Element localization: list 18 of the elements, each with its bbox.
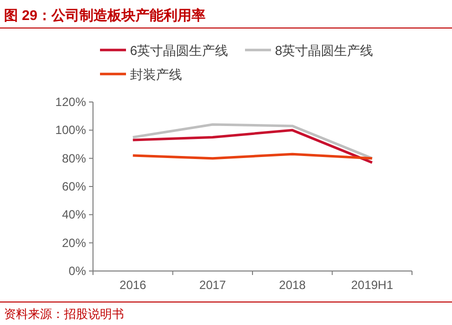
- y-tick-label: 0%: [68, 264, 86, 278]
- x-tick-label: 2018: [279, 278, 306, 292]
- y-tick-label: 40%: [62, 208, 86, 222]
- y-tick-label: 20%: [62, 236, 86, 250]
- legend-label: 6英寸晶圆生产线: [130, 43, 228, 58]
- x-tick-label: 2019H1: [351, 278, 394, 292]
- legend-label: 封装产线: [130, 67, 182, 82]
- y-tick-label: 100%: [55, 123, 86, 138]
- text: 资料来源：招股说明书: [4, 307, 124, 321]
- x-tick-label: 2016: [120, 278, 147, 292]
- legend-label: 8英寸晶圆生产线: [275, 43, 374, 58]
- line-series: [132, 128, 374, 164]
- x-tick-label: 2017: [199, 278, 226, 292]
- chart-title: 图 29：公司制造板块产能利用率: [4, 7, 206, 23]
- y-tick-label: 60%: [62, 180, 86, 194]
- line-series: [132, 123, 374, 160]
- y-tick-label: 120%: [55, 95, 86, 109]
- y-tick-label: 80%: [62, 151, 86, 166]
